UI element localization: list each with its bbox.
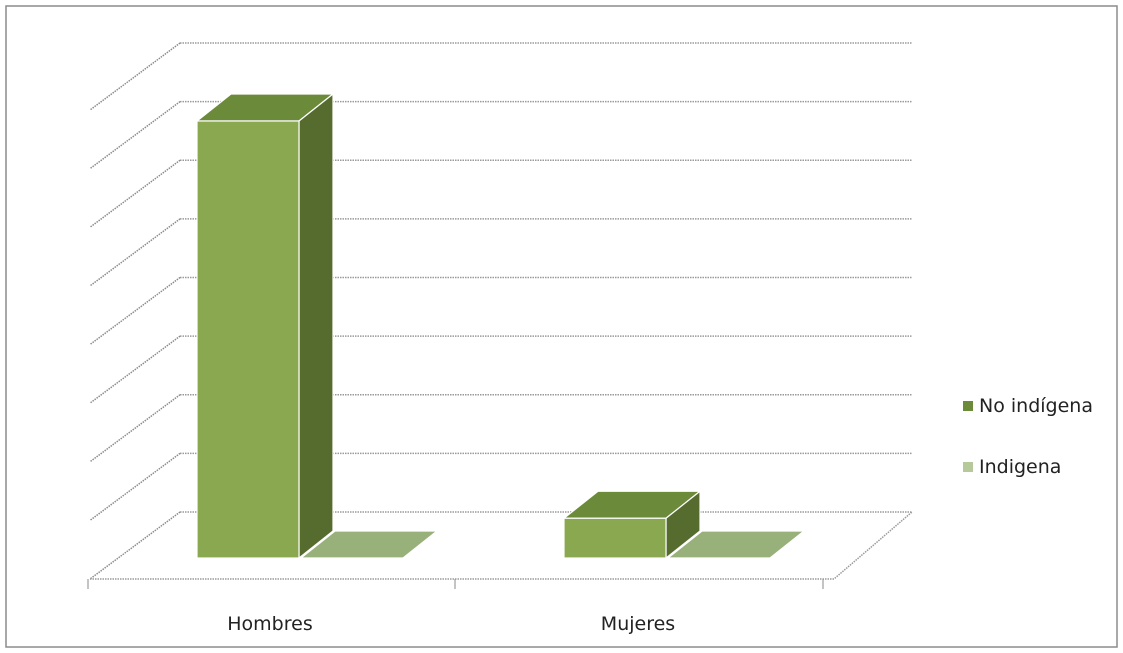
legend-item-no-indigena: No indígena <box>963 395 1093 417</box>
side-wall-line <box>89 101 181 170</box>
side-wall-line <box>89 394 181 463</box>
x-tick-label-hombres: Hombres <box>227 613 312 635</box>
legend-label-indigena: Indigena <box>979 456 1061 478</box>
bar-hombres-indigena <box>299 530 439 559</box>
bar-hombres-no-indigena <box>195 92 335 560</box>
legend-swatch-no-indigena <box>963 401 973 411</box>
legend-item-indigena: Indigena <box>963 456 1061 478</box>
side-wall-line <box>89 511 181 580</box>
legend: No indígena Indigena <box>963 395 1093 478</box>
legend-swatch-indigena <box>963 462 973 472</box>
chart-border <box>5 5 1118 648</box>
floor-edge <box>90 511 913 580</box>
side-wall-line <box>89 42 181 111</box>
legend-label-no-indigena: No indígena <box>979 395 1093 417</box>
bar-mujeres-indigena <box>666 530 806 559</box>
bar-side-hombres-no-indigena <box>298 92 334 560</box>
chart-floor <box>87 511 913 589</box>
bar-front-mujeres-no-indigena <box>563 517 667 559</box>
bar-top-hombres-indigena <box>299 530 439 559</box>
side-wall-line <box>89 452 181 521</box>
x-tick-label-mujeres: Mujeres <box>601 613 675 635</box>
side-wall-line <box>89 218 181 287</box>
bar-top-mujeres-indigena <box>666 530 806 559</box>
side-wall-line <box>89 335 181 404</box>
bars <box>195 92 806 560</box>
gridlines <box>89 42 912 580</box>
bar-mujeres-no-indigena <box>562 490 702 560</box>
bar-front-hombres-no-indigena <box>196 120 300 559</box>
x-axis: Hombres Mujeres <box>227 613 675 635</box>
side-wall-line <box>89 159 181 228</box>
side-wall-line <box>89 276 181 346</box>
